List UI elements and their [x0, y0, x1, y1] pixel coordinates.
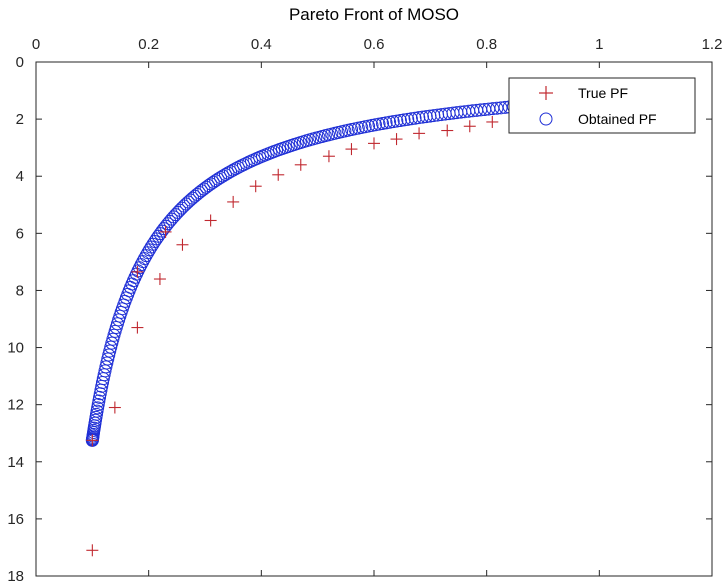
true-pf-point	[153, 273, 166, 286]
true-pf-point	[486, 115, 499, 128]
obtained-pf-point	[412, 111, 426, 125]
true-pf-point	[108, 401, 121, 414]
y-tick-label: 6	[16, 225, 24, 242]
true-pf-point	[441, 124, 454, 137]
legend-label-obtained-pf: Obtained PF	[578, 111, 657, 127]
true-pf-point	[322, 150, 335, 163]
obtained-pf-point	[202, 179, 216, 193]
y-axis-ticks: 0 2 4 6 8 10 12 14 16 18	[7, 54, 712, 585]
chart-title: Pareto Front of MOSO	[289, 5, 459, 24]
y-tick-label: 2	[16, 111, 24, 128]
y-tick-label: 18	[7, 568, 24, 585]
true-pf-point	[345, 143, 358, 156]
x-tick-label: 0.4	[251, 36, 272, 53]
true-pf-point	[272, 168, 285, 181]
obtained-pf-point	[190, 187, 204, 201]
true-pf-point	[249, 180, 262, 193]
y-tick-label: 14	[7, 454, 24, 471]
legend: True PF Obtained PF	[508, 77, 696, 134]
legend-label-true-pf: True PF	[578, 85, 628, 101]
true-pf-point	[390, 133, 403, 146]
true-pf-point	[294, 158, 307, 171]
x-tick-label: 0	[32, 36, 40, 53]
x-tick-label: 1	[595, 36, 603, 53]
true-pf-point	[413, 127, 426, 140]
true-pf-point	[463, 120, 476, 133]
true-pf-point	[368, 137, 380, 150]
y-tick-label: 12	[7, 397, 24, 414]
obtained-pf-point	[199, 180, 213, 194]
y-tick-label: 10	[7, 340, 24, 357]
obtained-pf-point	[244, 154, 258, 168]
x-tick-label: 0.8	[476, 36, 497, 53]
obtained-pf-point	[401, 112, 415, 126]
obtained-pf-point	[494, 101, 508, 115]
obtained-pf-point	[192, 186, 206, 200]
x-tick-label: 1.2	[702, 36, 723, 53]
y-tick-label: 8	[16, 282, 24, 299]
true-pf-point	[176, 238, 189, 251]
y-tick-label: 4	[16, 168, 24, 185]
true-pf-point	[131, 265, 144, 278]
obtained-pf-point	[408, 111, 422, 125]
x-tick-label: 0.2	[138, 36, 159, 53]
obtained-pf-point	[195, 184, 209, 198]
y-tick-label: 16	[7, 511, 24, 528]
obtained-pf-point	[397, 113, 411, 127]
true-pf-point	[86, 544, 99, 557]
true-pf-point	[86, 434, 99, 447]
y-tick-label: 0	[16, 54, 24, 71]
obtained-pf-point	[393, 113, 407, 127]
obtained-pf-point	[390, 114, 404, 128]
true-pf-point	[204, 214, 217, 227]
x-tick-label: 0.6	[364, 36, 385, 53]
legend-box	[508, 77, 696, 134]
x-axis-ticks: 0 0.2 0.4 0.6 0.8 1 1.2	[32, 36, 723, 576]
obtained-pf-point	[404, 112, 418, 126]
true-pf-point	[131, 321, 144, 334]
legend-marker-obtained-pf	[539, 112, 553, 126]
true-pf-point	[227, 195, 240, 208]
true-pf-point	[159, 225, 172, 238]
legend-marker-true-pf	[539, 86, 553, 100]
obtained-pf-point	[197, 182, 211, 196]
